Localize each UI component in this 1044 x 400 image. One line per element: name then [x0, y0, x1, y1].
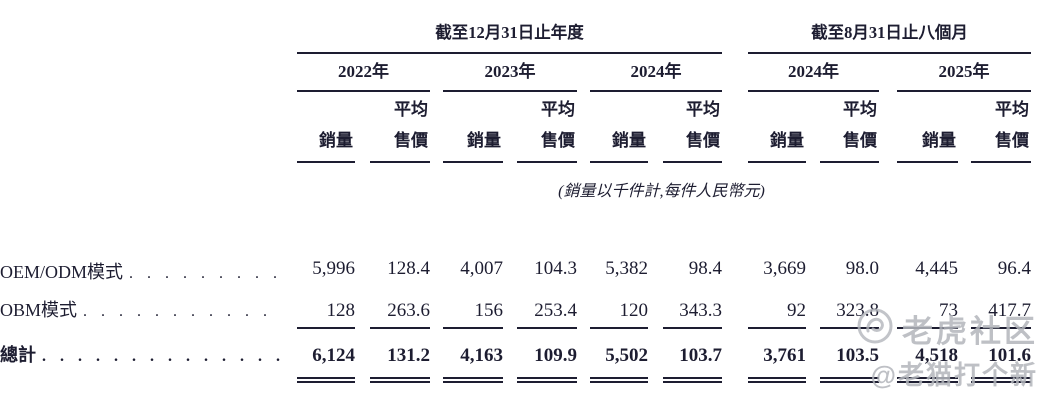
- col-header-volume: 銷量: [748, 91, 806, 163]
- table-row-oem-odm: OEM/ODM模式 5,996 128.4 4,007 104.3 5,382 …: [0, 252, 1044, 296]
- subheader-row: 銷量 平均 售價 銷量 平均 售價 銷量 平均 售價 銷量 平均 售價 銷量 平: [0, 91, 1044, 163]
- value-cell: 4,445: [915, 258, 958, 279]
- col-header-avg-price: 平均 售價: [370, 91, 430, 163]
- value-cell: 5,996: [312, 258, 355, 279]
- total-value-cell: 103.5: [820, 329, 879, 383]
- total-value-cell: 109.9: [517, 329, 577, 383]
- value-cell: 4,007: [460, 258, 503, 279]
- unit-note-row: (銷量以千件計,每件人民幣元): [0, 162, 1044, 208]
- col-header-volume: 銷量: [443, 91, 503, 163]
- value-cell: 156: [443, 296, 503, 329]
- value-cell: 5,382: [605, 258, 648, 279]
- value-cell: 263.6: [370, 296, 430, 329]
- volume-asp-table: 截至12月31日止年度 截至8月31日止八個月 2022年 2023年 2024…: [0, 0, 1044, 379]
- col-header-volume: 銷量: [897, 91, 958, 163]
- year-header-2024-8m: 2024年: [748, 53, 879, 92]
- total-value-cell: 5,502: [590, 329, 648, 383]
- col-header-avg-price: 平均 售價: [820, 91, 879, 163]
- period-header-row: 截至12月31日止年度 截至8月31日止八個月: [0, 0, 1044, 54]
- total-value-cell: 131.2: [370, 329, 430, 383]
- value-cell: 104.3: [534, 258, 577, 279]
- value-cell: 92: [748, 296, 806, 329]
- value-cell: 3,669: [763, 258, 806, 279]
- total-value-cell: 3,761: [748, 329, 806, 383]
- period-eight-months-header: 截至8月31日止八個月: [748, 0, 1032, 54]
- year-header-2022: 2022年: [297, 53, 430, 92]
- value-cell: 343.3: [663, 296, 722, 329]
- value-cell: 73: [897, 296, 958, 329]
- table-row-total: 總計 6,124 131.2 4,163 109.9 5,502 103.7 3…: [0, 329, 1044, 383]
- total-value-cell: 103.7: [663, 329, 722, 383]
- unit-note: (銷量以千件計,每件人民幣元): [558, 182, 765, 200]
- dot-leader: [129, 262, 282, 283]
- total-value-cell: 6,124: [297, 329, 355, 383]
- col-header-avg-price: 平均 售價: [971, 91, 1032, 163]
- value-cell: 417.7: [971, 296, 1032, 329]
- period-annual-header: 截至12月31日止年度: [297, 0, 722, 54]
- value-cell: 253.4: [517, 296, 577, 329]
- col-header-avg-price: 平均 售價: [517, 91, 577, 163]
- col-header-volume: 銷量: [297, 91, 355, 163]
- value-cell: 128.4: [387, 258, 430, 279]
- year-header-2024: 2024年: [590, 53, 722, 92]
- value-cell: 96.4: [997, 258, 1032, 279]
- value-cell: 98.4: [688, 258, 722, 279]
- dot-leader: [42, 345, 282, 366]
- total-value-cell: 4,163: [443, 329, 503, 383]
- value-cell: 128: [297, 296, 355, 329]
- row-label: OBM模式: [0, 296, 297, 329]
- year-header-2023: 2023年: [443, 53, 577, 92]
- col-header-volume: 銷量: [590, 91, 648, 163]
- value-cell: 120: [590, 296, 648, 329]
- row-label: OEM/ODM模式: [0, 252, 297, 296]
- value-cell: 323.8: [820, 296, 879, 329]
- total-value-cell: 4,518: [897, 329, 958, 383]
- col-header-avg-price: 平均 售價: [663, 91, 722, 163]
- row-label-total: 總計: [0, 329, 297, 379]
- value-cell: 98.0: [845, 258, 879, 279]
- year-header-row: 2022年 2023年 2024年 2024年 2025年: [0, 53, 1044, 92]
- year-header-2025-8m: 2025年: [897, 53, 1032, 92]
- total-value-cell: 101.6: [971, 329, 1032, 383]
- table-row-obm: OBM模式 128 263.6 156 253.4 120 343.3 92 3…: [0, 296, 1044, 329]
- dot-leader: [83, 300, 282, 321]
